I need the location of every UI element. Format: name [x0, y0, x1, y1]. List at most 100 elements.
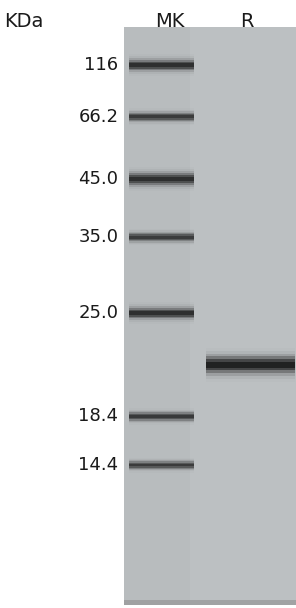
- Bar: [129, 471, 194, 473]
- Bar: [129, 420, 194, 421]
- Bar: [206, 368, 295, 370]
- Bar: [129, 311, 194, 313]
- Text: 18.4: 18.4: [78, 407, 118, 426]
- Bar: [129, 470, 194, 471]
- Bar: [129, 416, 194, 418]
- Bar: [129, 322, 194, 323]
- Text: 14.4: 14.4: [78, 456, 118, 474]
- Bar: [129, 108, 194, 110]
- Bar: [129, 306, 194, 308]
- Bar: [129, 110, 194, 111]
- Bar: [129, 65, 194, 67]
- Bar: [129, 61, 194, 63]
- Bar: [129, 237, 194, 238]
- Bar: [129, 185, 194, 187]
- Bar: [129, 418, 194, 420]
- Bar: [129, 189, 194, 191]
- Bar: [129, 309, 194, 311]
- Bar: [129, 313, 194, 315]
- Bar: [129, 415, 194, 416]
- Bar: [129, 317, 194, 319]
- Bar: [129, 320, 194, 322]
- Bar: [129, 187, 194, 189]
- Text: 116: 116: [84, 56, 118, 74]
- Bar: [129, 112, 194, 114]
- Bar: [206, 370, 295, 373]
- Bar: [129, 469, 194, 470]
- Bar: [129, 461, 194, 463]
- Bar: [129, 58, 194, 60]
- Bar: [129, 116, 194, 117]
- Bar: [129, 465, 194, 466]
- Bar: [129, 122, 194, 123]
- Bar: [129, 464, 194, 465]
- Bar: [129, 459, 194, 460]
- Bar: [129, 123, 194, 125]
- Bar: [206, 351, 295, 354]
- Bar: [206, 354, 295, 356]
- Bar: [129, 168, 194, 171]
- Text: R: R: [240, 12, 254, 31]
- Bar: [129, 60, 194, 61]
- Bar: [129, 233, 194, 234]
- Bar: [129, 118, 194, 120]
- Text: 66.2: 66.2: [78, 108, 118, 126]
- Bar: [129, 54, 194, 56]
- Bar: [206, 379, 295, 382]
- Bar: [129, 173, 194, 174]
- Bar: [129, 466, 194, 468]
- Bar: [129, 423, 194, 425]
- Bar: [129, 167, 194, 168]
- Bar: [129, 72, 194, 74]
- Bar: [129, 177, 194, 179]
- Bar: [129, 232, 194, 233]
- Bar: [129, 114, 194, 116]
- Bar: [129, 67, 194, 69]
- Bar: [129, 69, 194, 71]
- Bar: [206, 348, 295, 351]
- Bar: [129, 458, 194, 459]
- Bar: [129, 240, 194, 241]
- Bar: [129, 410, 194, 411]
- Bar: [129, 71, 194, 72]
- Bar: [129, 468, 194, 469]
- Bar: [129, 421, 194, 422]
- Bar: [129, 319, 194, 320]
- Bar: [206, 373, 295, 376]
- Bar: [129, 413, 194, 415]
- Bar: [129, 308, 194, 309]
- Bar: [129, 183, 194, 185]
- Bar: [124, 27, 296, 605]
- Bar: [129, 74, 194, 75]
- Text: MK: MK: [155, 12, 185, 31]
- Bar: [129, 117, 194, 118]
- Bar: [124, 600, 296, 605]
- Text: 25.0: 25.0: [78, 304, 118, 322]
- Bar: [129, 411, 194, 412]
- Bar: [129, 422, 194, 423]
- Text: KDa: KDa: [4, 12, 44, 31]
- Bar: [129, 460, 194, 461]
- Bar: [129, 234, 194, 236]
- Bar: [129, 463, 194, 464]
- Bar: [129, 241, 194, 243]
- Text: 35.0: 35.0: [78, 228, 118, 246]
- Bar: [129, 229, 194, 230]
- Bar: [129, 408, 194, 410]
- Bar: [129, 174, 194, 177]
- Text: 45.0: 45.0: [78, 170, 118, 188]
- Bar: [206, 359, 295, 362]
- Bar: [129, 181, 194, 183]
- Bar: [129, 244, 194, 246]
- Bar: [129, 63, 194, 65]
- Bar: [206, 356, 295, 359]
- Bar: [129, 121, 194, 122]
- Bar: [129, 304, 194, 306]
- Bar: [129, 238, 194, 240]
- Bar: [129, 179, 194, 181]
- Bar: [129, 120, 194, 121]
- Bar: [206, 365, 295, 368]
- Bar: [206, 376, 295, 379]
- Bar: [129, 412, 194, 413]
- Bar: [129, 230, 194, 232]
